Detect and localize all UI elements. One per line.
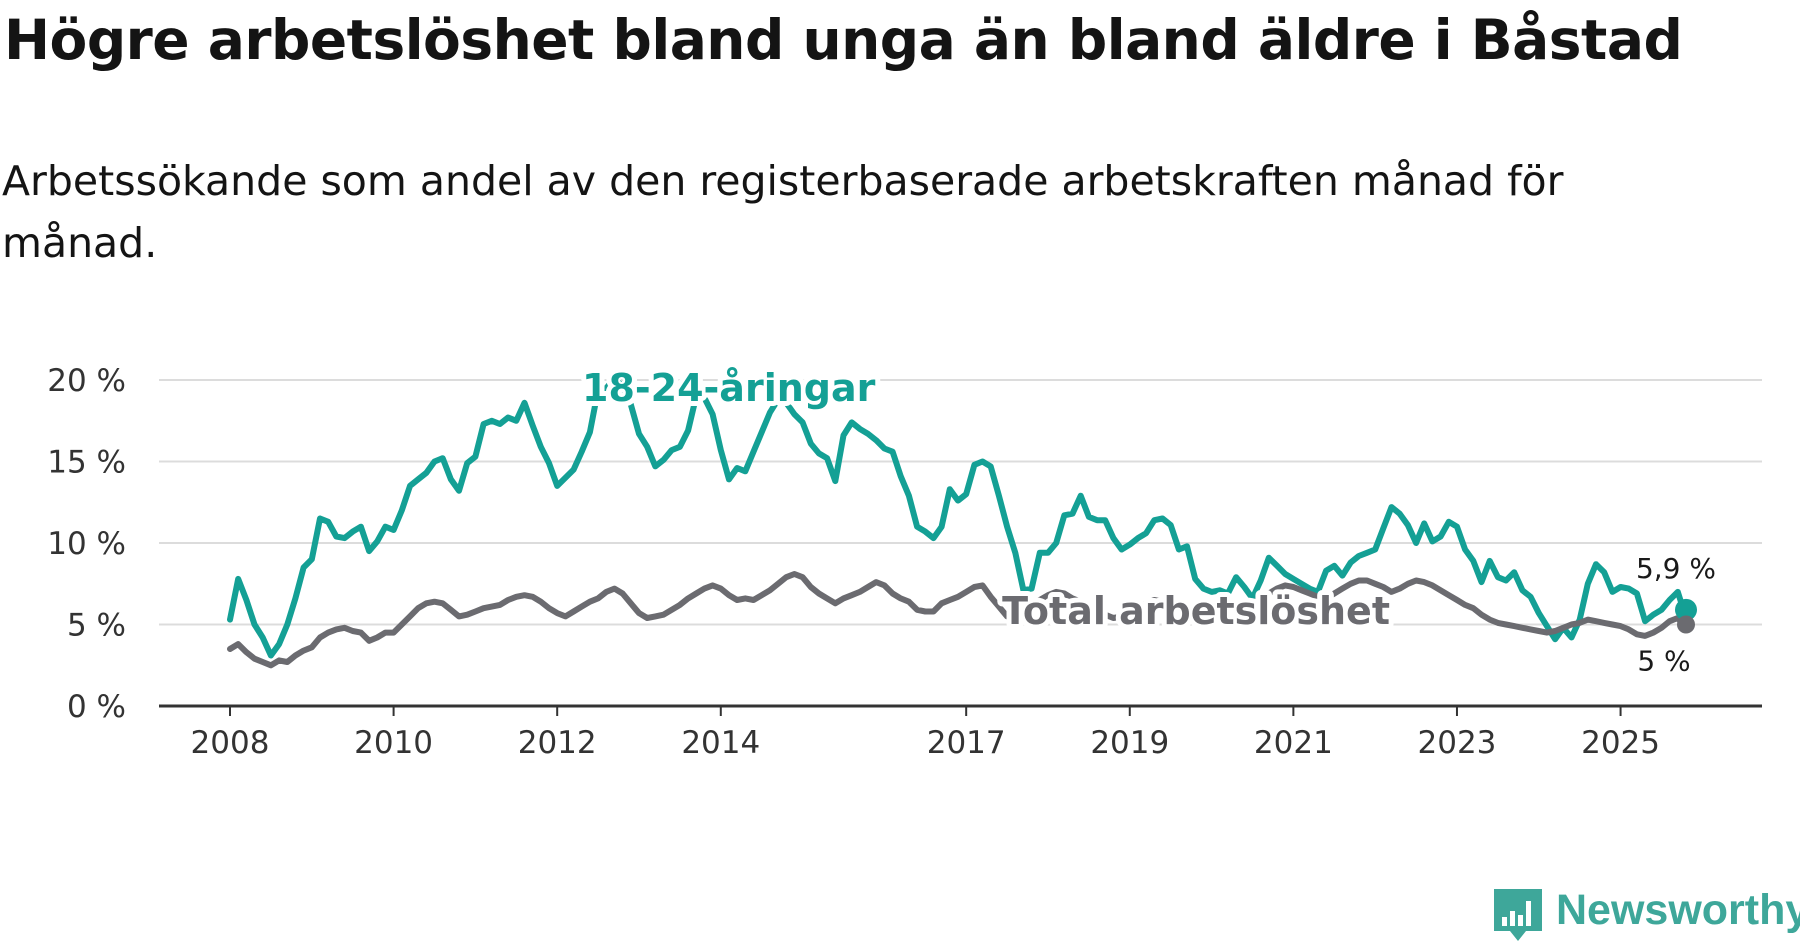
x-tick-label: 2014 (681, 725, 760, 761)
series-end-point (1677, 615, 1695, 634)
x-tick-label: 2008 (191, 725, 270, 761)
series-lines (227, 375, 1689, 669)
y-tick-label: 15 % (47, 445, 126, 481)
x-tick-label: 2023 (1418, 725, 1497, 761)
x-tick-label: 2010 (354, 725, 433, 761)
chart-subtitle: Arbetssökande som andel av den registerb… (2, 157, 1564, 267)
series-name-label: 18-24-åringar (582, 366, 876, 410)
x-tick-label: 2012 (518, 725, 597, 761)
brand-name: Newsworthy (1556, 886, 1800, 934)
series-line-total (227, 571, 1689, 669)
series-end-label: 5,9 % (1636, 552, 1716, 585)
series-end-label: 5 % (1637, 645, 1690, 678)
series-end-point (1675, 598, 1697, 621)
gridlines (159, 379, 1762, 708)
series-name-label: Total arbetslöshet (1002, 589, 1390, 633)
chart-title: Högre arbetslöshet bland unga än bland ä… (4, 8, 1683, 72)
y-tick-label: 5 % (67, 608, 126, 644)
y-tick-label: 10 % (47, 526, 126, 562)
y-tick-label: 0 % (67, 689, 126, 725)
y-tick-label: 20 % (47, 363, 126, 399)
newsworthy-logo-icon (1494, 889, 1542, 941)
series-labels: 5,9 % 5 % 18-24-åringar Total arbetslöshet (577, 361, 1716, 678)
y-axis-ticks: 0 % 5 % 10 % 15 % 20 % (47, 363, 126, 725)
x-tick-label: 2021 (1254, 725, 1333, 761)
x-tick-label: 2019 (1090, 725, 1169, 761)
x-axis-ticks: 2008 2010 2012 2014 2017 2019 2021 2023 2025 (191, 706, 1660, 761)
series-line-youth (227, 375, 1689, 659)
x-tick-label: 2017 (927, 725, 1006, 761)
x-tick-label: 2025 (1581, 725, 1660, 761)
